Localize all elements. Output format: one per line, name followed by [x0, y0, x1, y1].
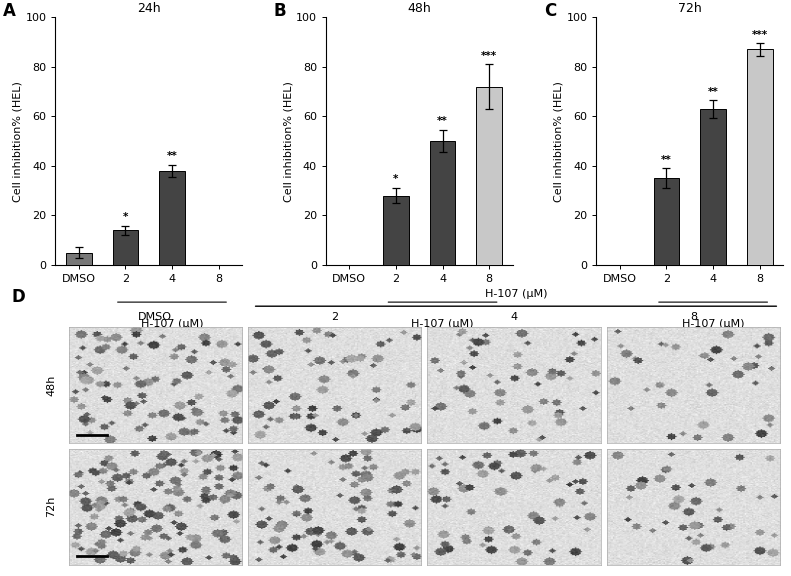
Text: **: ** — [661, 154, 672, 165]
Text: A: A — [3, 2, 16, 20]
Bar — [66, 252, 92, 265]
Text: D: D — [12, 288, 26, 306]
Bar — [747, 50, 773, 265]
Text: 8: 8 — [690, 312, 697, 322]
Text: DMSO: DMSO — [138, 312, 172, 322]
Text: *: * — [393, 175, 399, 184]
Text: C: C — [544, 2, 557, 20]
Text: H-107 (μM): H-107 (μM) — [485, 289, 547, 300]
Y-axis label: Cell inhibition% (HEL): Cell inhibition% (HEL) — [13, 81, 23, 202]
Text: 4: 4 — [510, 312, 517, 322]
Text: H-107 (μM): H-107 (μM) — [682, 320, 744, 329]
Text: ***: *** — [751, 29, 768, 40]
Title: 48h: 48h — [407, 2, 431, 15]
Text: 72h: 72h — [47, 496, 56, 517]
Title: 72h: 72h — [678, 2, 702, 15]
Y-axis label: Cell inhibition% (HEL): Cell inhibition% (HEL) — [554, 81, 564, 202]
Y-axis label: Cell inhibition% (HEL): Cell inhibition% (HEL) — [283, 81, 293, 202]
Text: H-107 (μM): H-107 (μM) — [141, 320, 203, 329]
Text: H-107 (μM): H-107 (μM) — [411, 320, 474, 329]
Text: 2: 2 — [331, 312, 339, 322]
Text: **: ** — [708, 86, 718, 97]
Title: 24h: 24h — [137, 2, 161, 15]
Text: **: ** — [437, 116, 448, 126]
Bar — [430, 141, 456, 265]
Text: B: B — [274, 2, 286, 20]
Text: **: ** — [167, 151, 177, 161]
Bar — [653, 178, 679, 265]
Bar — [112, 230, 138, 265]
Bar — [383, 196, 409, 265]
Text: ***: *** — [481, 51, 498, 60]
Bar — [476, 86, 502, 265]
Bar — [159, 171, 185, 265]
Bar — [700, 109, 726, 265]
Text: 48h: 48h — [47, 374, 56, 396]
Text: *: * — [123, 212, 128, 222]
